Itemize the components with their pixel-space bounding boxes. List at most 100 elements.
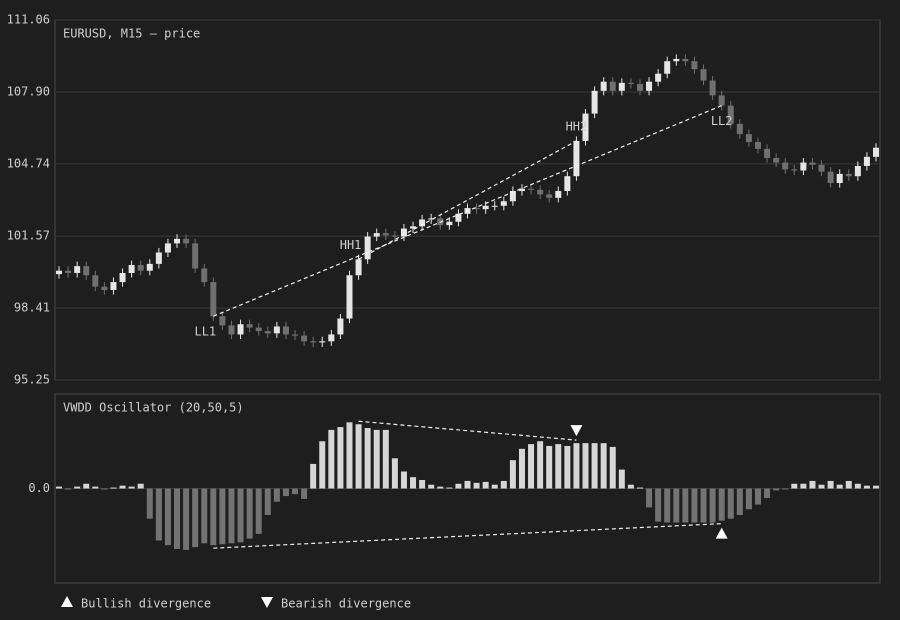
y-tick-label: 104.74 xyxy=(7,156,50,170)
oscillator-bar xyxy=(582,443,589,489)
oscillator-bar xyxy=(809,480,816,489)
candle-body xyxy=(854,165,861,177)
oscillator-bar xyxy=(600,443,607,489)
oscillator-bar xyxy=(655,488,662,522)
candle-body xyxy=(782,162,789,170)
oscillator-bar xyxy=(700,488,707,523)
candle-body xyxy=(201,268,208,283)
oscillator-bar xyxy=(528,444,535,489)
oscillator-bar xyxy=(646,488,653,508)
candle-body xyxy=(627,82,634,84)
candle-body xyxy=(128,265,135,273)
oscillator-bar xyxy=(537,441,544,489)
oscillator-bar xyxy=(664,488,671,523)
candle-body xyxy=(700,69,707,81)
oscillator-bar xyxy=(682,488,689,523)
oscillator-bar xyxy=(428,484,435,489)
candle-body xyxy=(564,176,571,192)
oscillator-bar xyxy=(491,484,498,489)
candle-body xyxy=(664,61,671,74)
candle-body xyxy=(255,327,262,332)
candle-body xyxy=(491,205,498,207)
oscillator-bar xyxy=(609,446,616,489)
candle-body xyxy=(500,201,507,206)
candle-body xyxy=(863,156,870,166)
oscillator-bar xyxy=(800,483,807,489)
oscillator-title: VWDD Oscillator (20,50,5) xyxy=(63,401,244,415)
candle-body xyxy=(636,83,643,91)
oscillator-bar xyxy=(709,488,716,523)
oscillator-bar xyxy=(219,488,226,545)
oscillator-bar xyxy=(246,488,253,539)
oscillator-bar xyxy=(791,483,798,489)
oscillator-bar xyxy=(764,488,771,498)
candle-body xyxy=(818,164,825,172)
oscillator-bar xyxy=(636,487,643,489)
oscillator-bar xyxy=(328,429,335,489)
candle-body xyxy=(56,270,62,275)
y-tick-label: 101.57 xyxy=(7,229,50,243)
candle-body xyxy=(410,226,417,229)
candle-body xyxy=(328,334,335,342)
candle-body xyxy=(473,208,480,210)
candle-body xyxy=(183,238,190,244)
candle-body xyxy=(382,233,389,236)
oscillator-bar xyxy=(482,481,489,489)
candle-body xyxy=(528,188,535,190)
candle-body xyxy=(764,148,771,158)
candle-body xyxy=(92,275,99,287)
y-tick-label: 98.41 xyxy=(14,301,50,315)
candle-body xyxy=(110,282,117,291)
oscillator-bar xyxy=(364,428,371,489)
oscillator-bar xyxy=(382,429,389,489)
oscillator-bar xyxy=(192,488,199,548)
candle-body xyxy=(237,324,244,335)
oscillator-bar xyxy=(74,486,81,489)
candle-body xyxy=(546,194,553,198)
candle-body xyxy=(691,61,698,70)
legend-marker xyxy=(261,597,273,608)
oscillator-bar xyxy=(500,480,507,489)
oscillator-bar xyxy=(273,488,280,502)
oscillator-bar xyxy=(110,487,117,489)
oscillator-bar xyxy=(310,463,317,489)
divergence-label: HH2 xyxy=(566,119,588,133)
y-tick-label: 0.0 xyxy=(28,481,50,495)
candle-body xyxy=(346,275,353,319)
candle-body xyxy=(718,95,725,106)
oscillator-bar xyxy=(264,488,271,515)
candle-body xyxy=(754,142,761,149)
candle-body xyxy=(609,81,616,91)
candle-body xyxy=(282,326,289,335)
oscillator-bar xyxy=(673,488,680,523)
candle-body xyxy=(582,113,589,141)
candle-body xyxy=(319,341,326,343)
candle-body xyxy=(709,80,716,96)
legend-label: Bullish divergence xyxy=(81,597,211,611)
oscillator-divergence-line xyxy=(358,420,577,441)
candle-body xyxy=(509,191,516,202)
oscillator-bar xyxy=(56,486,62,489)
oscillator-bar xyxy=(873,485,879,489)
price-title: EURUSD, M15 — price xyxy=(63,27,200,41)
oscillator-bar xyxy=(319,441,326,489)
oscillator-bar xyxy=(92,486,99,489)
candle-body xyxy=(192,243,199,269)
oscillator-bar xyxy=(818,484,825,489)
candle-body xyxy=(800,162,807,171)
oscillator-bar xyxy=(836,484,843,489)
oscillator-bar xyxy=(555,444,562,489)
candle-body xyxy=(364,236,371,260)
legend-marker xyxy=(61,596,73,607)
oscillator-bar xyxy=(201,488,208,544)
candle-body xyxy=(65,270,72,273)
candle-body xyxy=(146,263,153,271)
oscillator-bar xyxy=(65,488,72,490)
candle-body xyxy=(809,162,816,165)
legend-label: Bearish divergence xyxy=(281,597,411,611)
candle-body xyxy=(555,191,562,198)
oscillator-bar xyxy=(210,488,217,546)
oscillator-bar xyxy=(228,488,235,544)
candle-body xyxy=(101,286,108,291)
